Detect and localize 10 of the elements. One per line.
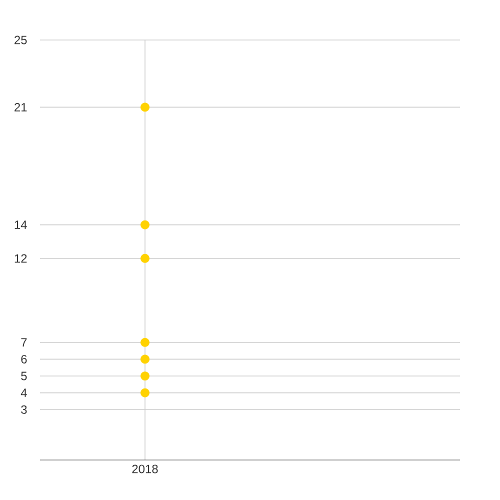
y-tick-label: 5	[21, 372, 27, 380]
y-tick-label: 25	[14, 36, 27, 44]
y-tick-label: 21	[14, 103, 27, 112]
y-tick-label: 14	[14, 220, 27, 229]
y-tick-label: 6	[21, 354, 27, 364]
x-tick-label: 2018	[132, 464, 158, 474]
y-tick-label: 3	[21, 405, 27, 414]
y-tick-label: 12	[14, 254, 27, 263]
y-tick-label: 7	[21, 338, 27, 347]
y-tick-label: 4	[20, 388, 27, 397]
